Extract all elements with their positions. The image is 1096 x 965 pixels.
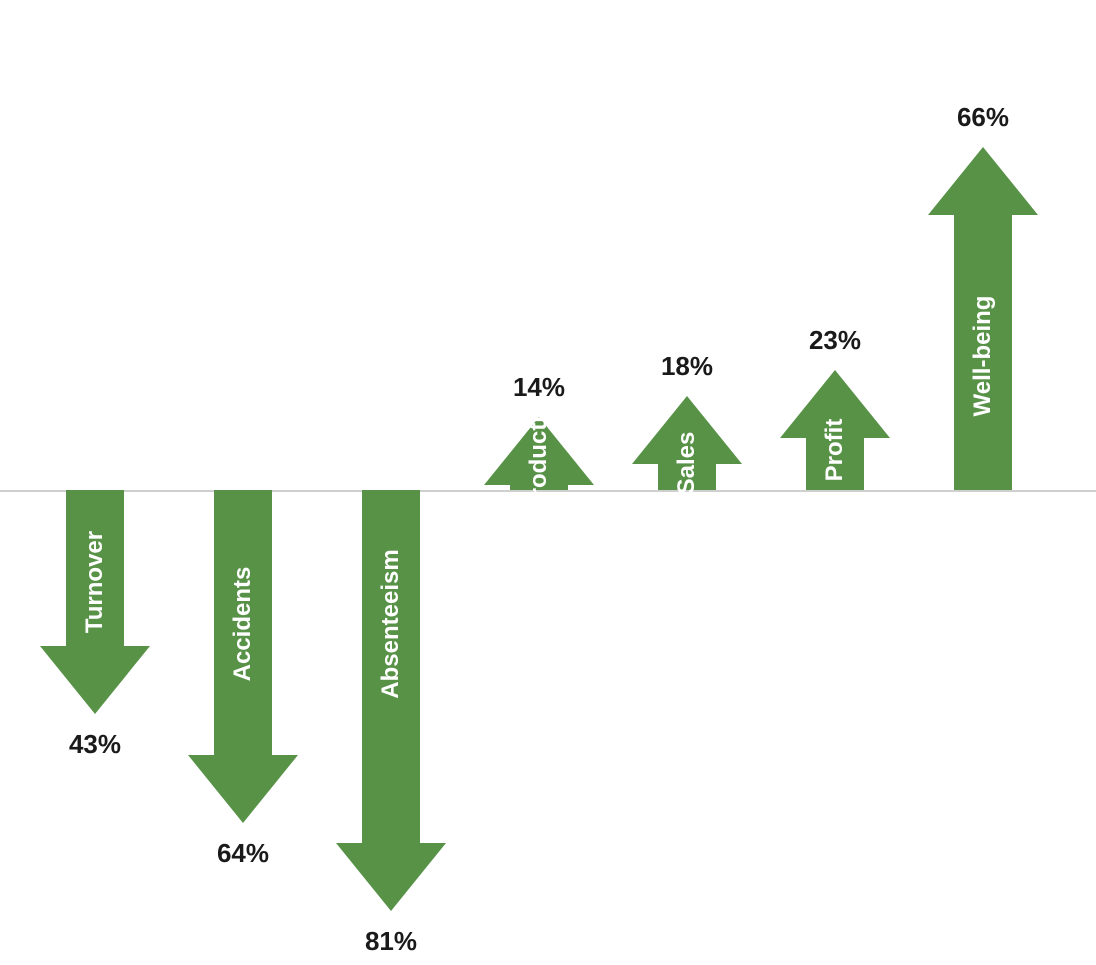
arrow-head-icon <box>188 755 298 823</box>
arrow-label: Well-being <box>968 236 998 476</box>
arrow-label: Turnover <box>80 462 110 702</box>
arrow-label: Profit <box>820 330 850 570</box>
arrow-head-icon <box>928 147 1038 215</box>
value-label: 81% <box>341 925 441 957</box>
arrow-label: Accidents <box>228 504 258 744</box>
value-label: 14% <box>489 371 589 403</box>
arrow-label: Productivity <box>524 324 554 564</box>
value-label: 23% <box>785 324 885 356</box>
arrow-label: Absenteeism <box>376 504 406 744</box>
arrow-chart: Turnover 43% Accidents 64% Absenteeism 81% Pro… <box>0 0 1096 965</box>
value-label: 64% <box>193 837 293 869</box>
value-label: 43% <box>45 728 145 760</box>
value-label: 66% <box>933 101 1033 133</box>
arrow-head-icon <box>336 843 446 911</box>
value-label: 18% <box>637 350 737 382</box>
